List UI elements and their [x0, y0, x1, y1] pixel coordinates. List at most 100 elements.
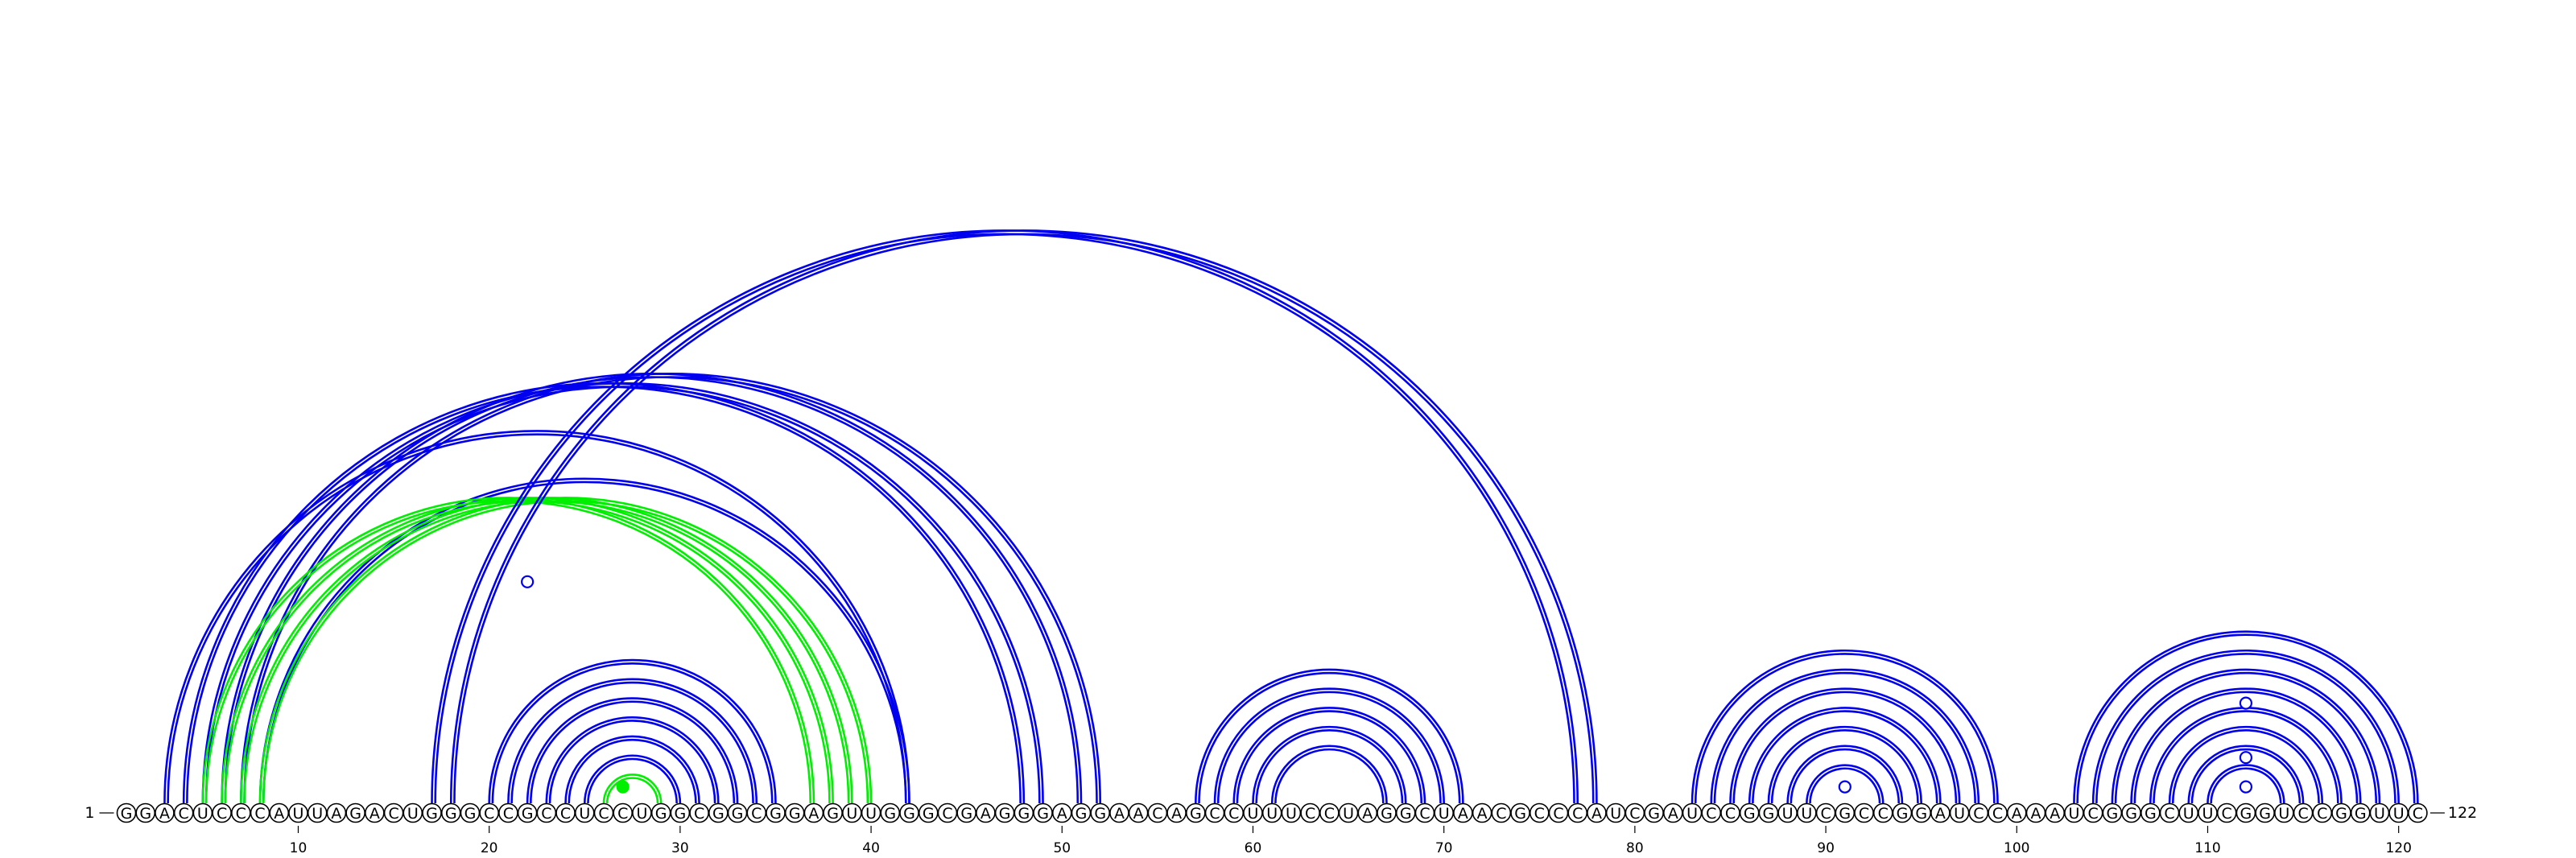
- nucleotide: G: [784, 802, 805, 823]
- nucleotide: G: [1395, 802, 1416, 823]
- nucleotide: A: [1930, 802, 1951, 823]
- nucleotide-letter: G: [2125, 805, 2137, 823]
- nucleotide-letter: G: [464, 805, 477, 823]
- nucleotide: G: [766, 802, 786, 823]
- base-pair-arc: [258, 497, 873, 804]
- axis-tick-label: 90: [1817, 840, 1835, 856]
- nucleotide-letter: C: [1534, 805, 1545, 823]
- base-pair-arc: [602, 773, 663, 804]
- arc-inner-line: [1770, 729, 1919, 804]
- nucleotide-letter: G: [1075, 805, 1088, 823]
- arc-outer-line: [163, 430, 910, 804]
- nucleotide: G: [2350, 802, 2371, 823]
- nucleotide: A: [1663, 802, 1683, 823]
- nucleotide-circle: [2408, 802, 2428, 823]
- nucleotide-letter: A: [369, 805, 380, 823]
- nucleotide: G: [899, 802, 919, 823]
- arc-inner-line: [453, 233, 1595, 804]
- nucleotide-letter: G: [675, 805, 687, 823]
- axis-tick-label: 120: [2385, 840, 2411, 856]
- nucleotide-letter: G: [960, 805, 972, 823]
- arc-outer-line: [2168, 725, 2324, 804]
- nucleotide: G: [2102, 802, 2123, 823]
- nucleotide-letter: U: [1266, 805, 1278, 823]
- arc-inner-line: [491, 662, 774, 804]
- nucleotide: C: [1624, 802, 1645, 823]
- base-pair-arc: [583, 754, 682, 804]
- nucleotide-letter: U: [2393, 805, 2405, 823]
- nucleotide: G: [517, 802, 538, 823]
- nucleotide-letter: C: [2297, 805, 2308, 823]
- nucleotide: C: [593, 802, 614, 823]
- nucleotide: C: [1300, 802, 1320, 823]
- nucleotide-letter: G: [121, 805, 133, 823]
- nucleotide-letter: C: [1553, 805, 1563, 823]
- arc-inner-line: [243, 500, 850, 804]
- nucleotide-letter: C: [236, 805, 246, 823]
- nucleotide: C: [2159, 802, 2180, 823]
- base-pair-arc: [2168, 725, 2324, 804]
- nucleotide: C: [937, 802, 958, 823]
- nucleotide-letter: C: [1629, 805, 1640, 823]
- nucleotide-letter: G: [827, 805, 839, 823]
- arc-outer-line: [449, 229, 1598, 804]
- arc-inner-line: [510, 681, 754, 804]
- nucleotide-letter: C: [2088, 805, 2099, 823]
- arc-inner-line: [548, 720, 716, 804]
- nucleotide-letter: G: [445, 805, 457, 823]
- nucleotide-letter: C: [1324, 805, 1335, 823]
- nucleotide: C: [2216, 802, 2237, 823]
- nucleotide: U: [1797, 802, 1817, 823]
- nucleotide: C: [231, 802, 251, 823]
- nucleotide-letter: G: [2240, 805, 2252, 823]
- arc-inner-line: [2153, 710, 2339, 804]
- nucleotide-letter: U: [2278, 805, 2289, 823]
- base-pair-arc: [564, 735, 700, 804]
- nucleotide-letter: C: [484, 805, 494, 823]
- axis-tick-label: 20: [481, 840, 498, 856]
- arc-outer-line: [1748, 707, 1942, 804]
- arc-inner-line: [2114, 671, 2378, 804]
- arc-inner-line: [1255, 729, 1404, 804]
- nucleotide-letter: G: [1018, 805, 1030, 823]
- nucleotide: G: [1911, 802, 1931, 823]
- nucleotide-letter: G: [349, 805, 361, 823]
- base-pair-arc: [1806, 764, 1885, 804]
- nucleotide-letter: G: [903, 805, 915, 823]
- arc-outer-line: [1232, 707, 1426, 804]
- nucleotide-letter: U: [1248, 805, 1259, 823]
- nucleotide-letter: C: [1496, 805, 1506, 823]
- axis-tick-label: 30: [671, 840, 689, 856]
- nucleotide-letter: C: [1973, 805, 1984, 823]
- nucleotide-letter: C: [1572, 805, 1583, 823]
- nucleotide: A: [1357, 802, 1378, 823]
- base-pair-arc: [201, 382, 1044, 804]
- arc-outer-line: [488, 658, 777, 804]
- nucleotide-letter: C: [1820, 805, 1831, 823]
- nucleotide: G: [2121, 802, 2141, 823]
- nucleotide-letter: U: [1801, 805, 1812, 823]
- base-pair-arc: [2111, 668, 2381, 804]
- nucleotide: G: [670, 802, 691, 823]
- nucleotide: C: [2293, 802, 2314, 823]
- nucleotide-letter: G: [655, 805, 667, 823]
- nucleotide: U: [2064, 802, 2084, 823]
- nucleotide: U: [288, 802, 308, 823]
- nucleotide-letter: U: [293, 805, 304, 823]
- arc-outer-line: [2130, 687, 2362, 804]
- arc-outer-line: [564, 735, 700, 804]
- nucleotide: A: [2045, 802, 2066, 823]
- arc-outer-line: [240, 373, 1102, 804]
- nucleotide: C: [1854, 802, 1874, 823]
- nucleotide-letter: A: [331, 805, 341, 823]
- nucleotide: A: [155, 802, 175, 823]
- nucleotide: G: [1835, 802, 1856, 823]
- nucleotide-letter: G: [789, 805, 801, 823]
- nucleotide-letter: U: [2202, 805, 2214, 823]
- arc-outer-line: [1806, 764, 1885, 804]
- nucleotide: G: [823, 802, 843, 823]
- nucleotide-letter: A: [2012, 805, 2022, 823]
- nucleotide-letter: G: [2259, 805, 2271, 823]
- nucleotide-letter: A: [1477, 805, 1488, 823]
